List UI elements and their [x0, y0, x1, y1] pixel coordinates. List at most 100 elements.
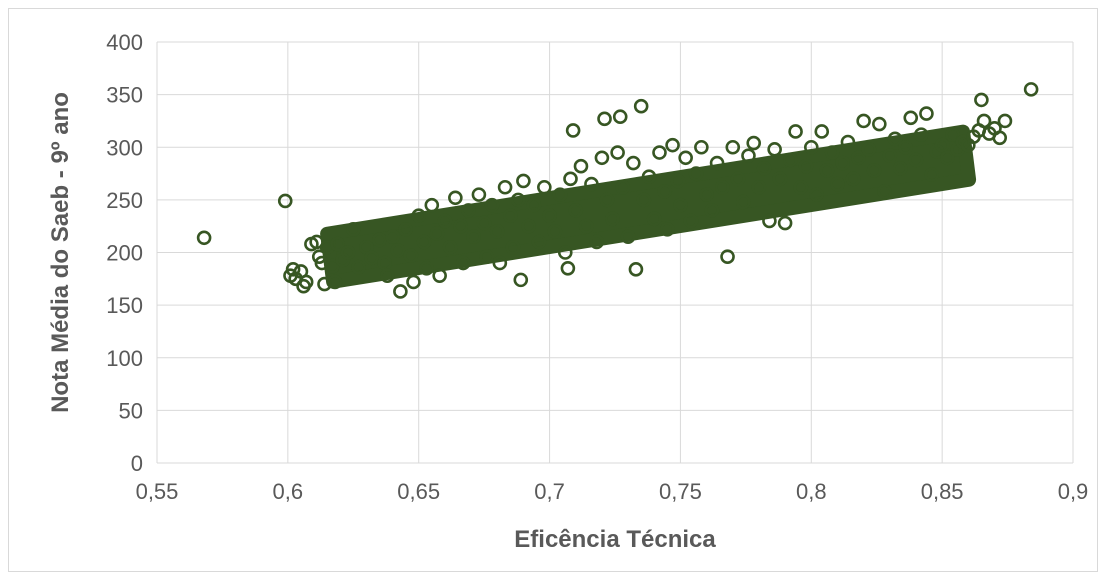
- data-point: [531, 234, 547, 250]
- data-point: [340, 245, 356, 260]
- y-tick-label: 100: [106, 346, 143, 371]
- data-point: [503, 208, 518, 223]
- y-axis-title: Nota Média do Saeb - 9º ano: [47, 92, 74, 413]
- data-point: [285, 262, 301, 277]
- data-point: [660, 222, 675, 237]
- data-point: [872, 116, 887, 132]
- data-point: [330, 236, 345, 252]
- data-point: [455, 255, 471, 271]
- y-tick-label: 50: [119, 398, 143, 423]
- data-point: [633, 98, 649, 114]
- data-point: [398, 222, 413, 237]
- data-point: [772, 171, 788, 187]
- data-point: [735, 194, 751, 210]
- data-point: [390, 243, 406, 258]
- data-point: [372, 232, 387, 248]
- data-point: [476, 215, 492, 231]
- data-point: [448, 190, 463, 206]
- data-point: [424, 197, 440, 213]
- data-point: [814, 124, 830, 139]
- x-tick-label: 0,8: [796, 479, 827, 504]
- data-point: [887, 131, 903, 147]
- data-point: [683, 213, 699, 229]
- data-point: [565, 123, 581, 138]
- data-point: [704, 203, 720, 218]
- data-point: [542, 208, 557, 223]
- data-point: [678, 150, 693, 166]
- data-point: [492, 255, 508, 271]
- y-tick-label: 250: [106, 188, 143, 213]
- data-point: [484, 197, 500, 213]
- data-point: [526, 197, 542, 213]
- y-tick-label: 300: [106, 135, 143, 160]
- point-cloud: [320, 124, 977, 289]
- data-point: [489, 224, 505, 239]
- data-point: [612, 109, 628, 125]
- data-point: [510, 192, 526, 208]
- data-point: [809, 187, 824, 202]
- data-point: [393, 284, 408, 299]
- data-point: [516, 173, 531, 189]
- data-point: [851, 150, 866, 166]
- data-point: [992, 130, 1008, 146]
- data-point: [416, 234, 432, 250]
- data-point: [913, 127, 929, 142]
- data-point: [584, 176, 599, 192]
- data-point: [725, 139, 741, 155]
- data-point: [652, 145, 667, 160]
- data-points: [196, 82, 1039, 299]
- y-tick-label: 400: [106, 30, 143, 55]
- data-point: [762, 213, 777, 229]
- data-point: [777, 215, 793, 231]
- y-tick-label: 0: [131, 451, 143, 476]
- data-point: [720, 249, 735, 265]
- data-point: [730, 171, 746, 187]
- data-point: [620, 229, 636, 245]
- x-tick-label: 0,65: [397, 479, 440, 504]
- data-point: [856, 113, 871, 129]
- data-point: [641, 169, 657, 185]
- data-point: [919, 106, 934, 121]
- data-point: [589, 234, 604, 250]
- data-point: [505, 239, 521, 255]
- data-point: [513, 272, 529, 288]
- data-point: [411, 208, 427, 223]
- data-point: [824, 145, 840, 160]
- y-tick-labels: 0 50 100 150 200 250 300 350 400: [106, 30, 143, 476]
- y-tick-label: 350: [106, 83, 143, 108]
- data-point: [610, 145, 625, 160]
- data-point: [751, 179, 767, 195]
- data-point: [670, 173, 686, 189]
- data-point: [626, 155, 641, 171]
- data-point: [882, 148, 898, 163]
- data-point: [699, 187, 714, 202]
- data-point: [892, 161, 908, 176]
- data-point: [453, 218, 468, 234]
- data-point: [594, 150, 610, 166]
- data-point: [767, 142, 782, 157]
- data-point: [437, 213, 453, 229]
- data-point: [557, 245, 573, 260]
- data-point: [756, 161, 772, 176]
- data-point: [605, 211, 620, 227]
- data-point: [497, 179, 513, 195]
- data-point: [552, 187, 568, 202]
- data-point: [788, 124, 803, 139]
- data-point: [940, 150, 955, 166]
- data-point: [442, 239, 458, 255]
- data-point: [746, 135, 762, 151]
- data-point: [298, 274, 314, 290]
- data-point: [819, 163, 835, 178]
- data-point: [908, 152, 924, 168]
- y-tick-label: 200: [106, 241, 143, 266]
- dense-point-cluster: [320, 124, 977, 289]
- data-point: [673, 197, 688, 213]
- data-point: [1023, 82, 1039, 97]
- data-point: [688, 166, 704, 181]
- data-point: [563, 171, 578, 187]
- data-point: [547, 224, 563, 239]
- data-point: [599, 192, 615, 208]
- data-point: [840, 134, 856, 150]
- data-point: [325, 258, 340, 274]
- data-point: [793, 179, 809, 195]
